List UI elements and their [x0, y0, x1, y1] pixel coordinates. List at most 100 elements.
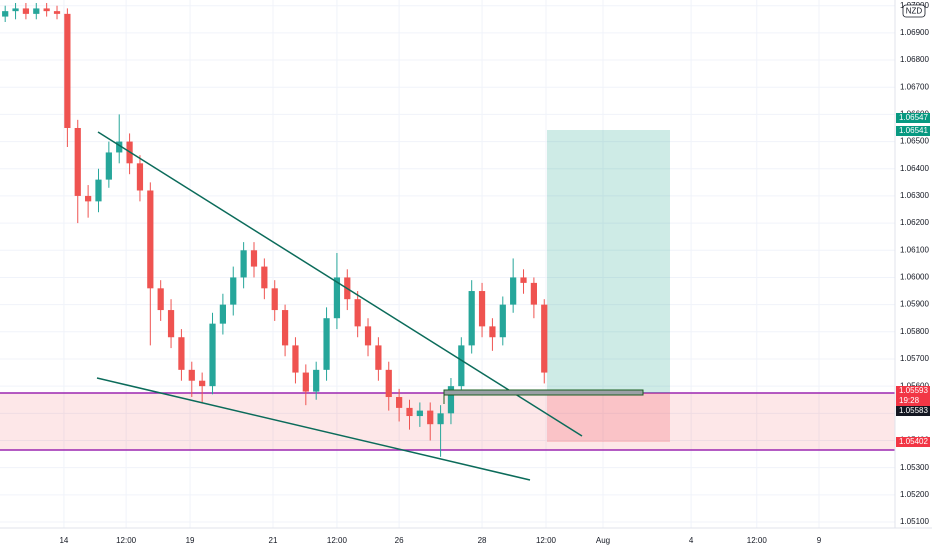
- candle-body: [22, 8, 30, 14]
- support-zone: [0, 392, 895, 451]
- y-tick-label: 1.06000: [900, 273, 929, 282]
- y-tick-label: 1.05800: [900, 327, 929, 336]
- candle-body: [468, 291, 475, 346]
- candle-body: [178, 337, 185, 370]
- y-tick-label: 1.06300: [900, 191, 929, 200]
- candle-body: [354, 299, 361, 327]
- x-tick-label: 9: [817, 536, 822, 545]
- y-tick-label: 1.05200: [900, 490, 929, 499]
- price-label: 1.05593: [899, 386, 928, 395]
- candle-body: [292, 345, 299, 373]
- candle-body: [302, 372, 309, 392]
- candle-body: [271, 288, 278, 311]
- candle-body: [313, 369, 320, 392]
- candle-body: [416, 410, 423, 417]
- candle-body: [510, 277, 517, 305]
- candle-body: [499, 304, 506, 338]
- candle-body: [364, 326, 372, 346]
- x-tick-label: 12:00: [327, 536, 348, 545]
- zone: [0, 392, 895, 451]
- candle-body: [43, 8, 50, 12]
- x-tick-label: 12:00: [747, 536, 768, 545]
- candle-body: [2, 11, 9, 17]
- candle-body: [64, 13, 71, 128]
- price-label: 1.06547: [899, 113, 928, 122]
- y-tick-label: 1.06400: [900, 164, 929, 173]
- candle-body: [53, 11, 61, 14]
- candle-body: [437, 413, 444, 425]
- currency-badge: [902, 4, 926, 18]
- grid: [0, 0, 895, 528]
- candle-body: [406, 407, 413, 417]
- candle-body: [136, 163, 144, 191]
- candle-body: [199, 380, 206, 387]
- candle-body: [489, 326, 496, 338]
- candle-body: [323, 318, 330, 370]
- candle-body: [74, 127, 81, 196]
- y-tick-label: 1.06700: [900, 82, 929, 91]
- price-label-bg: [896, 113, 930, 123]
- candle-body: [209, 323, 216, 387]
- candle-body: [188, 369, 195, 381]
- trendline: [96, 377, 531, 481]
- price-label-bg: [896, 406, 930, 416]
- x-tick-label: 21: [269, 536, 278, 545]
- candle-body: [427, 410, 434, 425]
- trendline: [97, 131, 583, 437]
- candle-body: [478, 291, 486, 327]
- candle-body: [541, 304, 548, 373]
- price-label-bg: [896, 396, 930, 406]
- price-label: 1.05402: [899, 437, 928, 446]
- x-tick-label: 26: [395, 536, 404, 545]
- candle-body: [95, 179, 102, 202]
- price-label: 19:28: [899, 396, 920, 405]
- x-tick-label: 28: [478, 536, 487, 545]
- candle-body: [12, 8, 19, 12]
- x-tick-label: 4: [689, 536, 694, 545]
- y-tick-label: 1.05700: [900, 354, 929, 363]
- candle-body: [230, 277, 237, 305]
- candles: [2, 2, 548, 457]
- candle-body: [333, 277, 341, 319]
- stop-box: [547, 393, 670, 442]
- y-tick-label: 1.06100: [900, 245, 929, 254]
- candle-body: [458, 345, 465, 387]
- x-tick-label: 19: [186, 536, 195, 545]
- candle-body: [167, 310, 175, 338]
- candle-body: [147, 190, 154, 289]
- candle-body: [250, 250, 258, 267]
- candle-body: [33, 8, 40, 14]
- candle-body: [85, 195, 92, 202]
- price-label-bg: [896, 386, 930, 396]
- price-label: 1.06541: [899, 126, 928, 135]
- y-tick-label: 1.06900: [900, 28, 929, 37]
- candle-body: [396, 397, 403, 408]
- y-tick-label: 1.05300: [900, 463, 929, 472]
- candle-body: [447, 386, 455, 414]
- breakout-box: [443, 389, 644, 396]
- candle-body: [385, 369, 392, 398]
- x-tick-label: 14: [59, 536, 68, 545]
- y-tick-label: 1.05600: [900, 381, 929, 390]
- candle-body: [219, 304, 226, 324]
- candle-body: [281, 310, 289, 346]
- y-tick-label: 1.06800: [900, 55, 929, 64]
- x-tick-label: Aug: [596, 536, 610, 545]
- candle-body: [116, 141, 123, 153]
- x-tick-label: 12:00: [536, 536, 557, 545]
- candle-body: [240, 250, 247, 278]
- candle-body: [105, 152, 112, 180]
- x-tick-label: 12:00: [116, 536, 137, 545]
- target-box: [547, 130, 670, 393]
- candle-body: [261, 266, 268, 289]
- y-tick-label: 1.05900: [900, 300, 929, 309]
- candle-body: [520, 277, 527, 283]
- y-tick-label: 1.05100: [900, 517, 929, 526]
- price-label-bg: [896, 126, 930, 136]
- price-label-bg: [896, 437, 930, 447]
- price-label: 1.05583: [899, 406, 928, 415]
- y-tick-label: 1.06200: [900, 218, 929, 227]
